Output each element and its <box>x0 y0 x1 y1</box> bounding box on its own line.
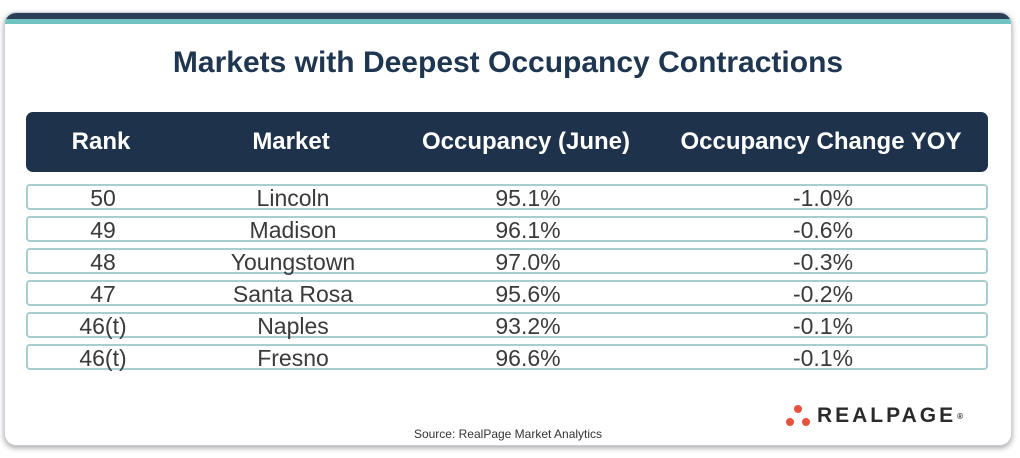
table-row: 50 Lincoln 95.1% -1.0% <box>26 184 988 210</box>
market-cell: Madison <box>249 217 337 243</box>
table-header: Rank Market Occupancy (June) Occupancy C… <box>26 112 988 172</box>
market-cell: Santa Rosa <box>232 281 354 307</box>
rank-cell: 48 <box>90 249 116 275</box>
table-row: 46(t) Fresno 96.6% -0.1% <box>26 344 988 370</box>
occupancy-cell: 97.0% <box>495 249 561 275</box>
rank-cell: 46(t) <box>79 313 127 339</box>
table-row: 49 Madison 96.1% -0.6% <box>26 216 988 242</box>
source-note: Source: RealPage Market Analytics <box>413 427 603 441</box>
change-cell: -0.3% <box>792 249 854 275</box>
market-cell: Fresno <box>257 345 329 371</box>
table-body: 50 Lincoln 95.1% -1.0% 49 Madison 96.1% … <box>26 184 988 376</box>
occupancy-cell: 96.6% <box>495 345 561 371</box>
market-cell: Youngstown <box>230 249 356 275</box>
change-cell: -0.6% <box>792 217 854 243</box>
trademark: ® <box>957 411 963 421</box>
change-cell: -0.1% <box>792 345 854 371</box>
header-rank: Rank <box>71 128 131 155</box>
table-row: 48 Youngstown 97.0% -0.3% <box>26 248 988 274</box>
table-row: 46(t) Naples 93.2% -0.1% <box>26 312 988 338</box>
rank-cell: 46(t) <box>79 345 127 371</box>
occupancy-cell: 96.1% <box>495 217 561 243</box>
occupancy-cell: 95.6% <box>495 281 561 307</box>
dots-icon <box>785 405 810 426</box>
header-market: Market <box>252 128 330 155</box>
top-accent-bar <box>5 13 1011 24</box>
change-cell: -1.0% <box>792 185 854 211</box>
occupancy-cell: 95.1% <box>495 185 561 211</box>
rank-cell: 47 <box>90 281 116 307</box>
page-title: Markets with Deepest Occupancy Contracti… <box>172 46 844 79</box>
occupancy-cell: 93.2% <box>495 313 561 339</box>
market-cell: Naples <box>257 313 329 339</box>
logo-text: REALPAGE <box>816 404 957 427</box>
table-row: 47 Santa Rosa 95.6% -0.2% <box>26 280 988 306</box>
realpage-logo: REALPAGE ® <box>785 401 963 431</box>
market-cell: Lincoln <box>256 185 330 211</box>
header-occupancy: Occupancy (June) <box>421 128 631 155</box>
rank-cell: 50 <box>90 185 116 211</box>
rank-cell: 49 <box>90 217 116 243</box>
change-cell: -0.2% <box>792 281 854 307</box>
table-card: Markets with Deepest Occupancy Contracti… <box>4 12 1012 446</box>
header-occupancy-change: Occupancy Change YOY <box>680 128 962 155</box>
change-cell: -0.1% <box>792 313 854 339</box>
